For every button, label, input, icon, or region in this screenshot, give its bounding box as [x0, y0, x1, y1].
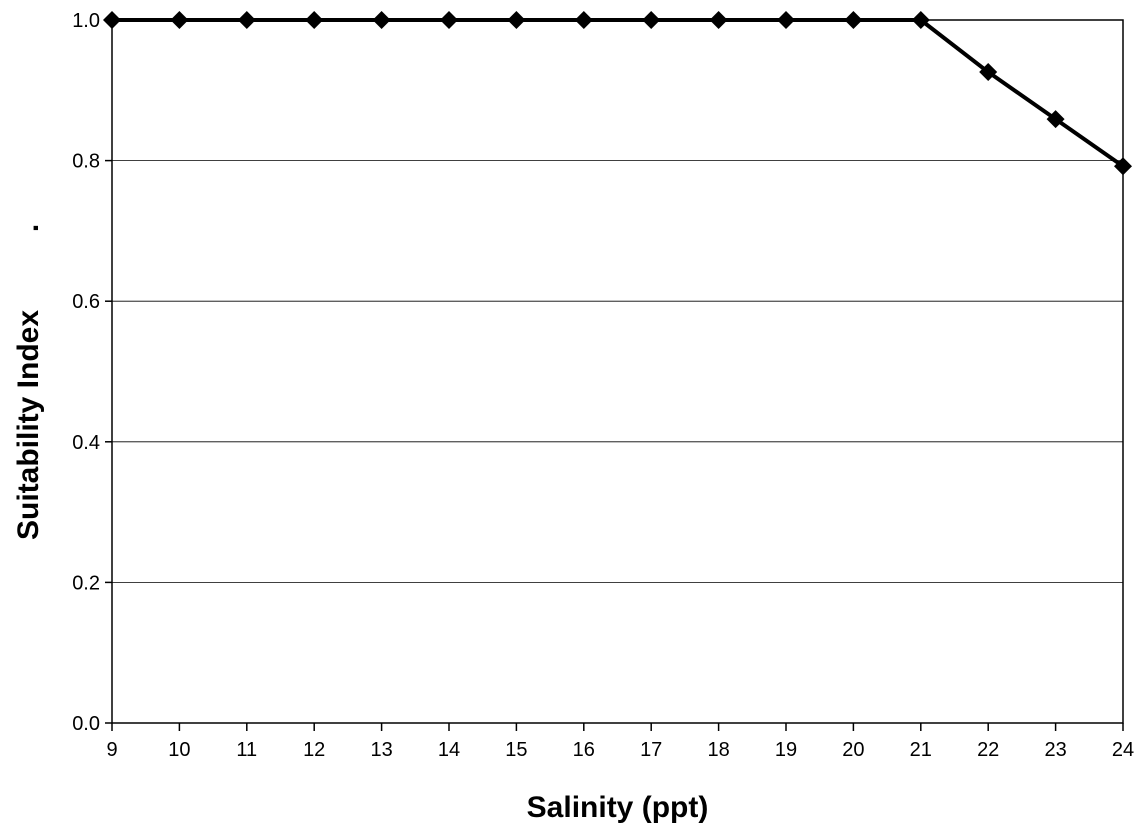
data-point	[1046, 110, 1065, 129]
data-point	[574, 11, 593, 29]
data-point	[170, 11, 189, 29]
x-tick-label: 21	[910, 739, 932, 761]
data-point	[979, 63, 998, 82]
x-tick-label: 13	[370, 739, 392, 761]
y-tick-label: 0.6	[72, 291, 100, 313]
x-tick-label: 10	[168, 739, 190, 761]
data-point	[372, 11, 391, 29]
y-axis-title-suffix: .	[12, 224, 45, 232]
y-tick-label: 1.0	[72, 10, 100, 32]
y-tick-label: 0.4	[72, 432, 100, 454]
data-point	[507, 11, 526, 29]
series-line	[112, 18, 1125, 168]
x-tick-label: 19	[775, 739, 797, 761]
x-tick-label: 16	[573, 739, 595, 761]
x-tick-label: 17	[640, 739, 662, 761]
x-tick-label: 24	[1112, 739, 1134, 761]
x-tick-label: 9	[106, 739, 117, 761]
gridlines	[112, 160, 1123, 583]
data-point	[777, 11, 795, 29]
y-tick-label: 0.8	[72, 151, 100, 173]
data-point	[305, 11, 324, 29]
x-tick-label: 11	[236, 739, 257, 761]
data-point	[103, 11, 121, 29]
x-tick-label: 22	[977, 739, 999, 761]
data-point	[440, 11, 458, 29]
x-tick-label: 14	[438, 739, 460, 761]
x-tick-label: 15	[505, 739, 527, 761]
x-tick-label: 20	[842, 739, 864, 761]
y-tick-label: 0.0	[72, 713, 100, 735]
data-point	[709, 11, 728, 29]
x-tick-label: 18	[707, 739, 729, 761]
data-point	[237, 11, 256, 29]
x-axis-title: Salinity (ppt)	[527, 791, 709, 824]
data-point	[844, 11, 863, 29]
data-point	[642, 11, 661, 29]
y-axis: 0.0 0.2 0.4 0.6 0.8 1.0	[72, 10, 112, 735]
plot-area-frame	[111, 19, 1124, 724]
y-tick-label: 0.2	[72, 572, 100, 594]
x-tick-label: 12	[303, 739, 325, 761]
x-axis: 9 10 11 12 13 14 15 16 17 18 19 20 21 22 23 24	[106, 723, 1134, 761]
x-tick-label: 23	[1044, 739, 1066, 761]
y-axis-title: Suitability Index	[12, 310, 45, 540]
data-point	[1114, 157, 1132, 176]
data-point	[911, 11, 930, 29]
series-layer	[103, 11, 1132, 176]
